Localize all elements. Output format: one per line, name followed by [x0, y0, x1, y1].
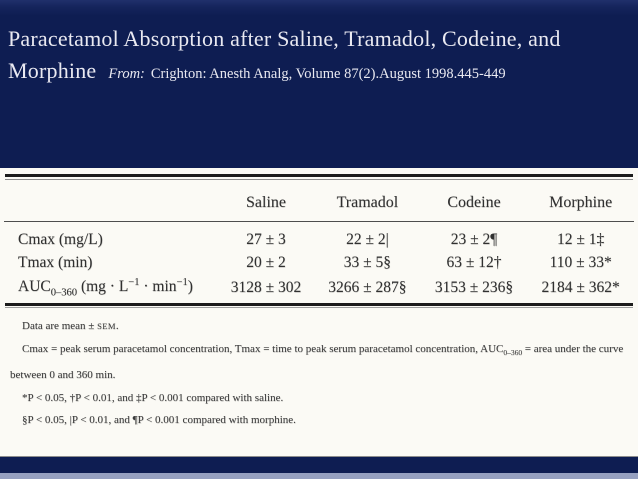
slide-title: Paracetamol Absorption after Saline, Tra… — [8, 26, 561, 83]
row-label-cmax: Cmax (mg/L) — [18, 231, 103, 248]
auc-label-unit-1: (mg · L — [77, 278, 129, 296]
citation-text: Crighton: Anesth Analg, Volume 87(2).Aug… — [150, 66, 506, 82]
auc-label-superscript-1: −1 — [128, 277, 140, 288]
auc-label-close-paren: ) — [187, 278, 193, 296]
table-footnotes: Data are mean ± SEM. Cmax = peak serum p… — [4, 315, 634, 432]
footnote-mean-sem: Data are mean ± SEM. — [10, 315, 624, 338]
cell-tmax-tramadol: 33 ± 5§ — [343, 254, 392, 271]
footnote-definitions-end: = area under the curve between 0 and 360… — [10, 342, 624, 382]
slide-header: Paracetamol Absorption after Saline, Tra… — [0, 0, 638, 89]
auc-label-superscript-2: −1 — [176, 277, 188, 288]
column-header-empty — [4, 180, 218, 222]
cell-tmax-morphine: 110 ± 33* — [549, 254, 612, 271]
column-header-codeine: Codeine — [420, 180, 528, 222]
column-header-morphine: Morphine — [527, 180, 634, 222]
cell-auc-saline: 3128 ± 302 — [230, 278, 302, 296]
row-label-auc: AUC0–360 (mg · L−1 · min−1) — [4, 274, 218, 300]
auc-label-text: AUC — [18, 278, 51, 296]
column-header-tramadol: Tramadol — [314, 180, 421, 222]
table-top-rule — [5, 174, 633, 180]
cell-cmax-codeine: 23 ± 2¶ — [450, 231, 498, 248]
table-bottom-rule — [5, 303, 633, 309]
table-row-cmax: Cmax (mg/L) 27 ± 3 22 ± 2| 23 ± 2¶ 12 ± … — [4, 222, 634, 252]
cell-cmax-morphine: 12 ± 1‡ — [557, 231, 605, 248]
cell-cmax-tramadol: 22 ± 2| — [346, 231, 389, 248]
column-header-saline: Saline — [218, 180, 315, 222]
cell-auc-morphine: 2184 ± 362* — [541, 278, 620, 296]
table-row-tmax: Tmax (min) 20 ± 2 33 ± 5§ 63 ± 12† 110 ±… — [4, 251, 634, 274]
absorption-table: Saline Tramadol Codeine Morphine Cmax (m… — [4, 180, 634, 300]
cell-tmax-saline: 20 ± 2 — [246, 254, 286, 271]
cell-auc-tramadol: 3266 ± 287§ — [328, 278, 407, 296]
auc-label-subscript: 0–360 — [50, 287, 78, 299]
footnote-sem-smallcaps: SEM — [97, 321, 116, 332]
footnote-mean-period: . — [115, 320, 119, 333]
footnote-saline-comparison: *P < 0.05, †P < 0.01, and ‡P < 0.001 com… — [22, 391, 284, 404]
footnote-mean-text: Data are mean ± — [22, 320, 98, 333]
cell-cmax-saline: 27 ± 3 — [246, 231, 286, 248]
citation-from-label: From: — [108, 66, 145, 82]
footnote-definitions-text: Cmax = peak serum paracetamol concentrat… — [22, 342, 504, 355]
footnote-definitions: Cmax = peak serum paracetamol concentrat… — [10, 338, 624, 387]
table-header-row: Saline Tramadol Codeine Morphine — [4, 180, 634, 222]
table-row-auc: AUC0–360 (mg · L−1 · min−1) 3128 ± 302 3… — [4, 274, 634, 300]
footnote-auc-subscript: 0–360 — [503, 347, 523, 357]
row-label-tmax: Tmax (min) — [18, 254, 93, 271]
cell-tmax-codeine: 63 ± 12† — [446, 254, 502, 271]
bottom-accent-strip — [0, 473, 638, 479]
table-panel: Saline Tramadol Codeine Morphine Cmax (m… — [0, 168, 638, 457]
auc-label-unit-2: · min — [139, 278, 177, 296]
cell-auc-codeine: 3153 ± 236§ — [434, 278, 514, 296]
footnote-morphine-comparison: §P < 0.05, |P < 0.01, and ¶P < 0.001 com… — [22, 414, 296, 427]
